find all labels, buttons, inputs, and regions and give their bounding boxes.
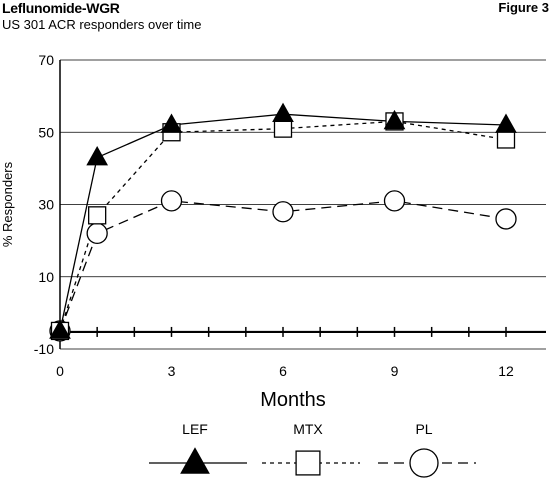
chart-subtitle: US 301 ACR responders over time (2, 17, 202, 32)
point-lef-2 (160, 113, 183, 133)
series-group (49, 102, 517, 342)
x-axis-label: Months (260, 389, 326, 411)
legend-label-lef: LEF (182, 421, 208, 437)
y-tick-label-1: 10 (38, 269, 54, 285)
x-tick-label-4: 12 (498, 363, 514, 379)
point-lef-5 (495, 113, 517, 133)
grid-lines (60, 59, 546, 278)
series-line-pl (59, 200, 507, 332)
legend-marker-lef (180, 447, 210, 474)
point-mtx-5 (496, 130, 516, 149)
legend: LEF MTX PL (149, 421, 476, 478)
x-tick-label-0: 0 (56, 363, 64, 379)
legend-marker-mtx (295, 450, 321, 476)
series-line-mtx (59, 120, 507, 332)
y-tick-label-0: -10 (34, 341, 54, 357)
figure-label: Figure 3 (498, 0, 549, 15)
point-lef-3 (272, 102, 294, 123)
chart-title: Leflunomide-WGR (2, 0, 120, 16)
legend-label-mtx: MTX (293, 421, 323, 437)
y-tick-label-2: 30 (38, 197, 54, 213)
point-pl-2 (160, 190, 183, 212)
series-line-lef (59, 113, 507, 332)
point-pl-4 (383, 190, 406, 212)
x-tick-label-3: 9 (391, 363, 399, 379)
point-pl-5 (495, 208, 517, 230)
point-pl-3 (272, 201, 294, 223)
point-pl-1 (86, 222, 108, 245)
legend-marker-pl (409, 448, 439, 478)
y-tick-label-4: 70 (38, 52, 54, 68)
legend-label-pl: PL (415, 421, 432, 437)
y-tick-label-3: 50 (38, 124, 54, 140)
point-lef-4 (383, 109, 406, 130)
point-lef-1 (86, 146, 109, 166)
point-mtx-3 (273, 119, 293, 138)
x-tick-label-2: 6 (279, 363, 287, 379)
point-lef-0 (49, 319, 71, 339)
x-tick-label-1: 3 (168, 363, 176, 379)
y-axis-label: % Responders (0, 161, 15, 247)
axes: -10 10 30 50 70 0 3 6 9 12 Months % Responders (0, 52, 546, 411)
point-mtx-1 (88, 206, 107, 225)
